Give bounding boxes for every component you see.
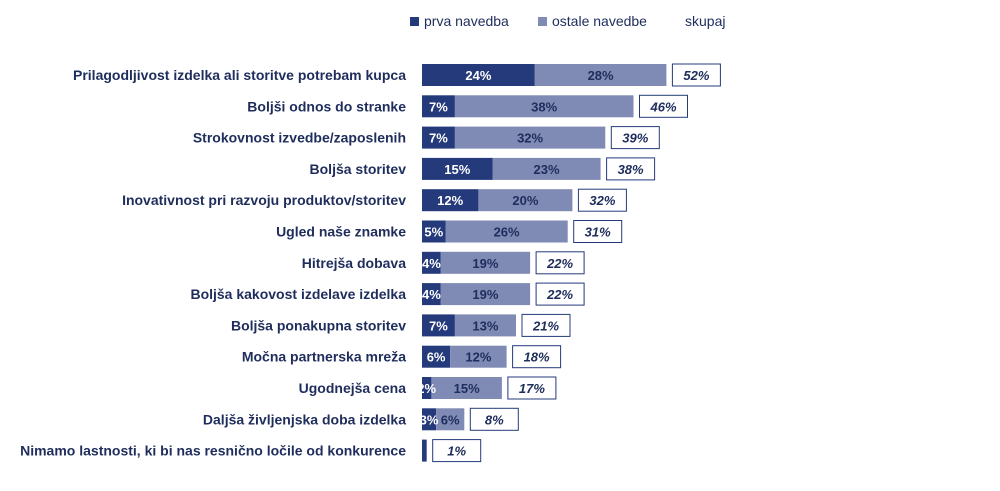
data-label-skupaj: 1% [447, 444, 466, 459]
data-label-prva-navedba: 4% [422, 256, 441, 271]
legend-label-ostale-navedbe: ostale navedbe [552, 13, 647, 29]
data-label-prva-navedba: 6% [427, 350, 446, 365]
data-label-skupaj: 52% [683, 68, 709, 83]
total-box [573, 220, 623, 243]
bar-rows: Prilagodljivost izdelka ali storitve pot… [20, 63, 721, 463]
bar-ostale-navedbe [440, 251, 531, 274]
data-label-ostale-navedbe: 19% [472, 287, 498, 302]
category-label: Daljša življenjska doba izdelka [203, 411, 406, 427]
data-label-prva-navedba: 12% [437, 193, 463, 208]
legend-label-skupaj: skupaj [685, 13, 725, 29]
category-label: Ugled naše znamke [276, 224, 406, 240]
total-box [521, 313, 571, 337]
bar-prva-navedba [422, 283, 441, 306]
data-label-ostale-navedbe: 23% [534, 162, 560, 177]
total-box [512, 345, 562, 369]
bar-ostale-navedbe [454, 314, 516, 337]
legend-swatch-prva-navedba [410, 17, 419, 26]
total-box [432, 439, 482, 463]
bar-ostale-navedbe [440, 283, 531, 306]
category-label: Inovativnost pri razvoju produktov/stori… [122, 192, 406, 208]
total-box [535, 251, 585, 275]
data-label-prva-navedba: 4% [422, 287, 441, 302]
bar-ostale-navedbe [454, 126, 606, 149]
data-label-prva-navedba: 24% [465, 68, 491, 83]
data-label-skupaj: 17% [519, 381, 545, 396]
category-label: Hitrejša dobava [302, 255, 406, 271]
category-label: Prilagodljivost izdelka ali storitve pot… [73, 67, 406, 83]
data-label-ostale-navedbe: 6% [441, 412, 460, 427]
bar-prva-navedba [422, 439, 427, 462]
bar-ostale-navedbe [450, 345, 507, 368]
data-label-skupaj: 32% [589, 193, 615, 208]
bar-prva-navedba [422, 189, 479, 212]
total-box [606, 157, 656, 181]
bar-prva-navedba [422, 64, 535, 86]
legend-label-prva-navedba: prva navedba [424, 13, 509, 29]
bar-prva-navedba [422, 314, 455, 337]
bar-ostale-navedbe [454, 95, 634, 118]
data-label-skupaj: 39% [622, 131, 648, 146]
bar-prva-navedba [422, 251, 441, 274]
data-label-skupaj: 46% [649, 99, 676, 114]
data-label-skupaj: 22% [546, 287, 573, 302]
bar-prva-navedba [422, 345, 451, 368]
data-label-ostale-navedbe: 19% [472, 256, 498, 271]
data-label-ostale-navedbe: 20% [512, 193, 538, 208]
data-label-ostale-navedbe: 32% [517, 131, 543, 146]
data-label-skupaj: 38% [618, 162, 644, 177]
category-label: Boljša kakovost izdelave izdelka [190, 286, 406, 302]
category-label: Močna partnerska mreža [242, 349, 406, 365]
data-label-prva-navedba: 5% [424, 225, 443, 240]
legend: prva navedba ostale navedbe skupaj [410, 13, 725, 29]
total-box [671, 63, 721, 87]
data-label-prva-navedba: 7% [429, 131, 448, 146]
data-label-skupaj: 31% [585, 225, 611, 240]
category-label: Strokovnost izvedbe/zaposlenih [193, 130, 406, 146]
category-label: Boljši odnos do stranke [247, 98, 406, 114]
category-label: Boljša ponakupna storitev [231, 317, 406, 333]
data-label-prva-navedba: 7% [429, 99, 448, 114]
bar-prva-navedba [422, 157, 493, 180]
category-label: Nimamo lastnosti, ki bi nas resnično loč… [20, 443, 406, 459]
bar-prva-navedba [422, 377, 432, 399]
bar-ostale-navedbe [431, 377, 502, 399]
data-label-ostale-navedbe: 12% [465, 350, 491, 365]
legend-swatch-ostale-navedbe [538, 17, 547, 26]
category-label: Ugodnejša cena [299, 380, 407, 396]
bar-prva-navedba [422, 408, 437, 431]
data-label-ostale-navedbe: 13% [472, 318, 498, 333]
data-label-ostale-navedbe: 38% [531, 99, 557, 114]
data-label-ostale-navedbe: 26% [494, 225, 520, 240]
data-label-skupaj: 18% [524, 350, 550, 365]
data-label-skupaj: 22% [546, 256, 573, 271]
total-box [610, 126, 660, 150]
data-label-ostale-navedbe: 15% [454, 381, 480, 396]
data-label-skupaj: 21% [532, 318, 559, 333]
total-box [469, 407, 519, 431]
category-label: Boljša storitev [310, 161, 407, 177]
data-label-prva-navedba: 15% [444, 162, 470, 177]
bar-ostale-navedbe [445, 220, 568, 243]
data-label-prva-navedba: 2% [417, 381, 436, 396]
bar-prva-navedba [422, 220, 446, 243]
data-label-skupaj: 8% [485, 412, 504, 427]
bar-prva-navedba [422, 126, 455, 149]
total-box [535, 282, 585, 306]
data-label-prva-navedba: 3% [420, 412, 439, 427]
total-box [639, 94, 688, 118]
bar-ostale-navedbe [478, 189, 573, 212]
bar-ostale-navedbe [534, 64, 667, 86]
total-box [507, 376, 557, 400]
bar-ostale-navedbe [492, 157, 601, 180]
bar-prva-navedba [422, 95, 455, 118]
bar-ostale-navedbe [436, 408, 465, 431]
data-label-prva-navedba: 7% [429, 318, 448, 333]
data-label-ostale-navedbe: 28% [588, 68, 614, 83]
total-box [577, 188, 627, 212]
